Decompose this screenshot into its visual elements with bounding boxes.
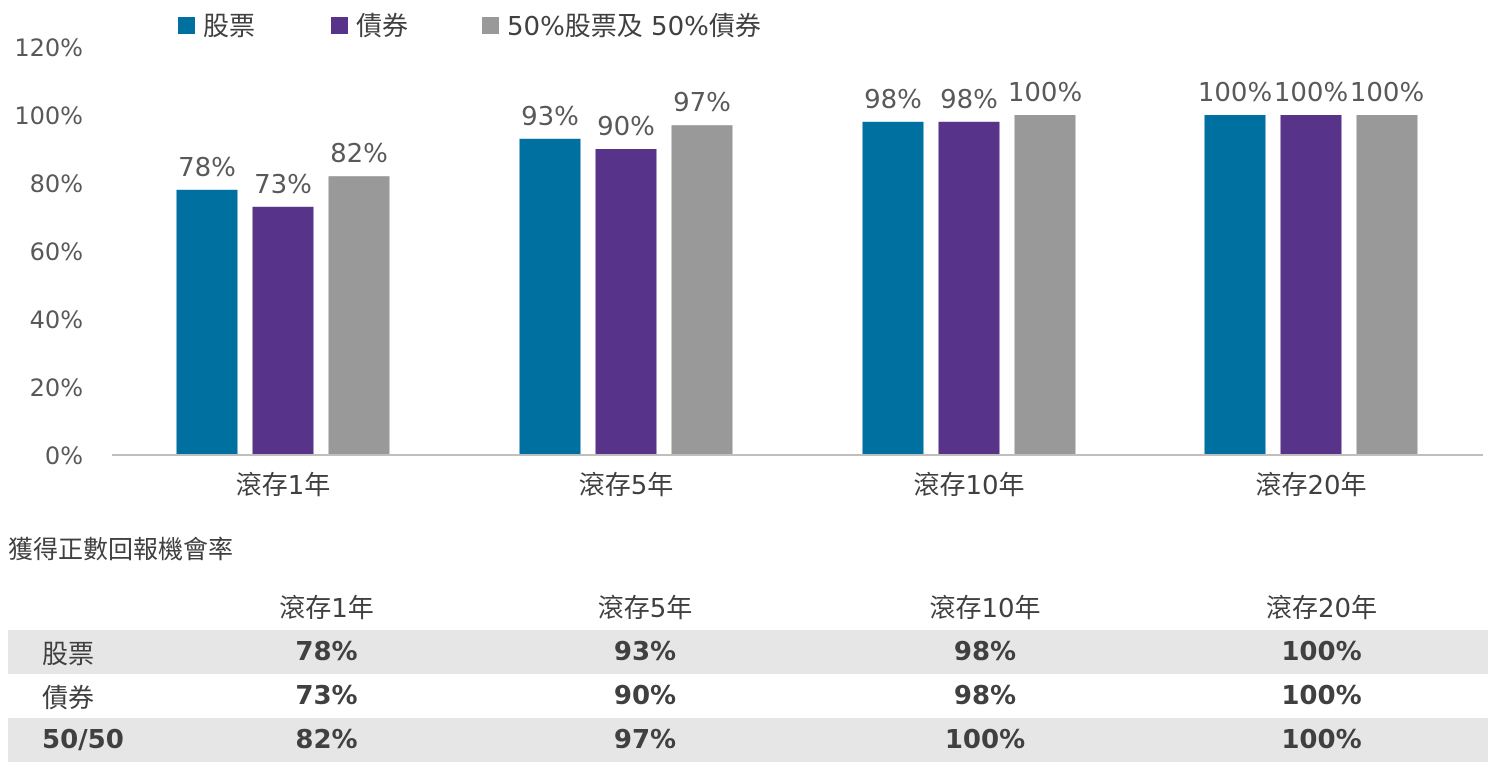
data-label: 97%	[673, 88, 731, 118]
bar	[938, 121, 1000, 456]
y-tick-label: 40%	[30, 306, 83, 334]
table-cell: 100%	[815, 718, 1155, 762]
data-label: 93%	[521, 102, 579, 132]
table-header: 滾存10年	[929, 593, 1041, 624]
table-header-row: 滾存1年 滾存5年 滾存10年 滾存20年	[8, 582, 1488, 630]
bar	[252, 206, 314, 455]
bars	[176, 115, 1418, 456]
data-label: 100%	[1350, 78, 1424, 108]
row-label: 50/50	[8, 718, 178, 762]
table-cell: 82%	[178, 718, 475, 762]
bar	[595, 149, 657, 455]
legend-swatch	[178, 17, 195, 34]
y-tick-label: 60%	[30, 238, 83, 266]
table-header: 滾存5年	[597, 593, 693, 624]
data-label: 78%	[178, 153, 236, 183]
table-header: 滾存20年	[1265, 593, 1378, 624]
data-label: 98%	[940, 85, 998, 115]
bar	[176, 189, 238, 456]
table-cell: 100%	[1281, 681, 1362, 711]
x-tick-label: 滾存10年	[913, 471, 1024, 501]
table-cell: 97%	[475, 718, 815, 762]
data-label: 90%	[597, 112, 655, 142]
bar	[1014, 115, 1076, 455]
x-axis: 滾存1年 滾存5年 滾存10年 滾存20年	[236, 471, 1367, 501]
bar	[671, 125, 733, 455]
bar	[862, 121, 924, 456]
table-cell: 78%	[178, 630, 475, 674]
data-label: 82%	[330, 139, 388, 169]
y-tick-label: 100%	[14, 102, 83, 130]
table-cell: 100%	[1155, 630, 1488, 674]
bar-chart: 股票 債券 50%股票及 50%債券 0%20%40%60%80%100%120% …	[14, 12, 1483, 501]
legend-label: 股票	[203, 12, 255, 42]
table-cell: 90%	[613, 681, 677, 711]
bar	[1356, 115, 1418, 455]
data-label: 98%	[864, 85, 922, 115]
table-row: 股票 78% 93% 98% 100%	[8, 630, 1488, 674]
bar	[328, 176, 390, 455]
data-label: 100%	[1198, 78, 1272, 108]
y-tick-label: 0%	[45, 442, 83, 470]
chart-legend: 股票 債券 50%股票及 50%債券	[178, 12, 761, 42]
data-label: 73%	[254, 170, 312, 200]
y-tick-label: 120%	[14, 34, 83, 62]
row-label: 債券	[42, 683, 95, 714]
legend-swatch	[482, 17, 499, 34]
x-tick-label: 滾存5年	[579, 471, 674, 501]
y-tick-label: 20%	[30, 374, 83, 402]
summary-table: 滾存1年 滾存5年 滾存10年 滾存20年 股票 78% 93% 98% 100…	[8, 582, 1488, 762]
table-cell: 100%	[1155, 718, 1488, 762]
legend-label: 50%股票及 50%債券	[507, 12, 761, 42]
y-tick-label: 80%	[30, 170, 83, 198]
table-caption: 獲得正數回報機會率	[8, 535, 234, 564]
table-header-blank	[8, 582, 178, 630]
table-cell: 98%	[815, 630, 1155, 674]
x-tick-label: 滾存1年	[236, 471, 331, 501]
bar	[1204, 115, 1266, 455]
table-row: 50/50 82% 97% 100% 100%	[8, 718, 1488, 762]
x-tick-label: 滾存20年	[1255, 471, 1366, 501]
legend-label: 債券	[356, 12, 408, 42]
table-cell: 98%	[953, 681, 1017, 711]
legend-swatch	[331, 17, 348, 34]
table-row: 債券 73% 90% 98% 100%	[8, 674, 1488, 718]
row-label: 股票	[8, 630, 178, 674]
bar	[519, 138, 581, 456]
y-axis: 0% 20% 40% 60% 80% 100% 120%	[14, 34, 83, 470]
data-label: 100%	[1008, 78, 1082, 108]
table-header: 滾存1年	[279, 593, 374, 624]
bar	[1280, 115, 1342, 455]
table-cell: 73%	[295, 681, 358, 711]
table-cell: 93%	[475, 630, 815, 674]
data-label: 100%	[1274, 78, 1348, 108]
data-labels: 78%73%82%93% 90%97% 98% 98% 100% 100% 100% 100%	[178, 78, 1424, 200]
